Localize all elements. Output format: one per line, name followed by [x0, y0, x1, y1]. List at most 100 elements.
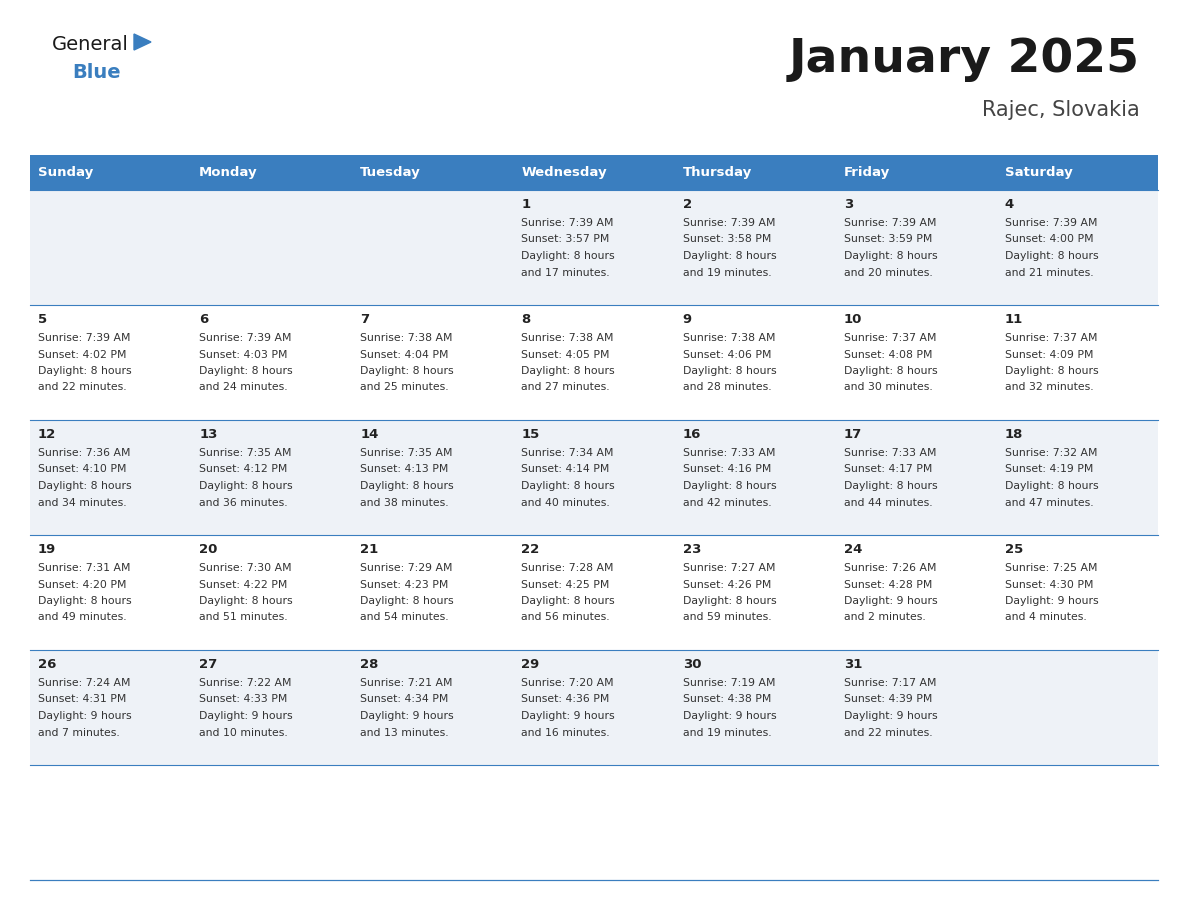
Text: Sunrise: 7:21 AM: Sunrise: 7:21 AM [360, 678, 453, 688]
Text: Sunset: 4:36 PM: Sunset: 4:36 PM [522, 695, 609, 704]
Text: Daylight: 9 hours: Daylight: 9 hours [200, 711, 292, 721]
Text: Sunset: 4:12 PM: Sunset: 4:12 PM [200, 465, 287, 475]
Text: 26: 26 [38, 658, 56, 671]
Text: Sunset: 4:22 PM: Sunset: 4:22 PM [200, 579, 287, 589]
Text: Thursday: Thursday [683, 166, 752, 179]
Bar [513, 155, 675, 190]
Text: Sunset: 4:28 PM: Sunset: 4:28 PM [843, 579, 933, 589]
Text: 17: 17 [843, 428, 862, 441]
Text: Rajec, Slovakia: Rajec, Slovakia [982, 100, 1140, 120]
Text: Sunrise: 7:20 AM: Sunrise: 7:20 AM [522, 678, 614, 688]
Text: Sunrise: 7:39 AM: Sunrise: 7:39 AM [38, 333, 131, 343]
Text: and 16 minutes.: and 16 minutes. [522, 727, 611, 737]
Text: Sunrise: 7:37 AM: Sunrise: 7:37 AM [1005, 333, 1098, 343]
Text: Sunrise: 7:28 AM: Sunrise: 7:28 AM [522, 563, 614, 573]
Text: 16: 16 [683, 428, 701, 441]
Text: Sunset: 3:58 PM: Sunset: 3:58 PM [683, 234, 771, 244]
Text: and 54 minutes.: and 54 minutes. [360, 612, 449, 622]
Text: 15: 15 [522, 428, 539, 441]
Bar [675, 155, 835, 190]
Text: 31: 31 [843, 658, 862, 671]
Text: Sunrise: 7:38 AM: Sunrise: 7:38 AM [522, 333, 614, 343]
Text: Sunrise: 7:35 AM: Sunrise: 7:35 AM [360, 448, 453, 458]
Text: and 21 minutes.: and 21 minutes. [1005, 267, 1093, 277]
Text: Sunset: 4:10 PM: Sunset: 4:10 PM [38, 465, 126, 475]
Text: Sunrise: 7:31 AM: Sunrise: 7:31 AM [38, 563, 131, 573]
Text: and 24 minutes.: and 24 minutes. [200, 383, 287, 393]
Bar [30, 650, 1158, 765]
Text: Sunset: 4:23 PM: Sunset: 4:23 PM [360, 579, 449, 589]
Bar [353, 155, 513, 190]
Text: and 56 minutes.: and 56 minutes. [522, 612, 611, 622]
Text: and 42 minutes.: and 42 minutes. [683, 498, 771, 508]
Text: Sunrise: 7:24 AM: Sunrise: 7:24 AM [38, 678, 131, 688]
Text: Sunrise: 7:35 AM: Sunrise: 7:35 AM [200, 448, 291, 458]
Text: Sunset: 4:13 PM: Sunset: 4:13 PM [360, 465, 449, 475]
Text: Sunset: 4:16 PM: Sunset: 4:16 PM [683, 465, 771, 475]
Text: Tuesday: Tuesday [360, 166, 421, 179]
Text: Sunset: 4:06 PM: Sunset: 4:06 PM [683, 350, 771, 360]
Text: and 20 minutes.: and 20 minutes. [843, 267, 933, 277]
Text: Sunrise: 7:37 AM: Sunrise: 7:37 AM [843, 333, 936, 343]
Text: and 2 minutes.: and 2 minutes. [843, 612, 925, 622]
Text: Sunset: 3:59 PM: Sunset: 3:59 PM [843, 234, 933, 244]
Text: Sunset: 4:02 PM: Sunset: 4:02 PM [38, 350, 126, 360]
Text: Sunrise: 7:22 AM: Sunrise: 7:22 AM [200, 678, 291, 688]
Text: 4: 4 [1005, 198, 1015, 211]
Text: Sunset: 4:39 PM: Sunset: 4:39 PM [843, 695, 933, 704]
Text: 23: 23 [683, 543, 701, 556]
Text: 11: 11 [1005, 313, 1023, 326]
Text: Sunset: 4:30 PM: Sunset: 4:30 PM [1005, 579, 1093, 589]
Text: Daylight: 9 hours: Daylight: 9 hours [683, 711, 776, 721]
Text: Saturday: Saturday [1005, 166, 1073, 179]
Text: and 30 minutes.: and 30 minutes. [843, 383, 933, 393]
Text: Wednesday: Wednesday [522, 166, 607, 179]
Text: Daylight: 8 hours: Daylight: 8 hours [1005, 481, 1099, 491]
Text: Sunset: 3:57 PM: Sunset: 3:57 PM [522, 234, 609, 244]
Text: and 10 minutes.: and 10 minutes. [200, 727, 287, 737]
Text: Sunset: 4:19 PM: Sunset: 4:19 PM [1005, 465, 1093, 475]
Text: Sunset: 4:38 PM: Sunset: 4:38 PM [683, 695, 771, 704]
Text: Sunrise: 7:33 AM: Sunrise: 7:33 AM [683, 448, 775, 458]
Text: Daylight: 8 hours: Daylight: 8 hours [360, 366, 454, 376]
Text: Sunrise: 7:19 AM: Sunrise: 7:19 AM [683, 678, 775, 688]
Bar [30, 535, 1158, 650]
Text: Sunset: 4:31 PM: Sunset: 4:31 PM [38, 695, 126, 704]
Text: and 19 minutes.: and 19 minutes. [683, 727, 771, 737]
Text: Daylight: 8 hours: Daylight: 8 hours [683, 251, 776, 261]
Text: Sunset: 4:00 PM: Sunset: 4:00 PM [1005, 234, 1093, 244]
Text: Daylight: 8 hours: Daylight: 8 hours [683, 481, 776, 491]
Bar [30, 155, 191, 190]
Text: and 38 minutes.: and 38 minutes. [360, 498, 449, 508]
Text: and 59 minutes.: and 59 minutes. [683, 612, 771, 622]
Text: Daylight: 8 hours: Daylight: 8 hours [843, 481, 937, 491]
Text: 27: 27 [200, 658, 217, 671]
Text: Sunset: 4:34 PM: Sunset: 4:34 PM [360, 695, 449, 704]
Text: 9: 9 [683, 313, 691, 326]
Text: and 7 minutes.: and 7 minutes. [38, 727, 120, 737]
Text: and 49 minutes.: and 49 minutes. [38, 612, 127, 622]
Text: Sunrise: 7:29 AM: Sunrise: 7:29 AM [360, 563, 453, 573]
Text: and 34 minutes.: and 34 minutes. [38, 498, 127, 508]
Text: Daylight: 8 hours: Daylight: 8 hours [1005, 366, 1099, 376]
Text: 3: 3 [843, 198, 853, 211]
Text: 29: 29 [522, 658, 539, 671]
Text: and 13 minutes.: and 13 minutes. [360, 727, 449, 737]
Text: Sunrise: 7:17 AM: Sunrise: 7:17 AM [843, 678, 936, 688]
Text: and 27 minutes.: and 27 minutes. [522, 383, 611, 393]
Text: Sunrise: 7:36 AM: Sunrise: 7:36 AM [38, 448, 131, 458]
Text: Sunset: 4:08 PM: Sunset: 4:08 PM [843, 350, 933, 360]
Text: and 32 minutes.: and 32 minutes. [1005, 383, 1093, 393]
Text: 22: 22 [522, 543, 539, 556]
Text: Daylight: 8 hours: Daylight: 8 hours [1005, 251, 1099, 261]
Text: and 4 minutes.: and 4 minutes. [1005, 612, 1087, 622]
Text: Friday: Friday [843, 166, 890, 179]
Text: Sunset: 4:25 PM: Sunset: 4:25 PM [522, 579, 609, 589]
Text: 6: 6 [200, 313, 208, 326]
Text: and 44 minutes.: and 44 minutes. [843, 498, 933, 508]
Text: 14: 14 [360, 428, 379, 441]
Polygon shape [134, 34, 151, 50]
Text: Sunset: 4:03 PM: Sunset: 4:03 PM [200, 350, 287, 360]
Text: Daylight: 8 hours: Daylight: 8 hours [522, 596, 615, 606]
Text: Daylight: 8 hours: Daylight: 8 hours [38, 596, 132, 606]
